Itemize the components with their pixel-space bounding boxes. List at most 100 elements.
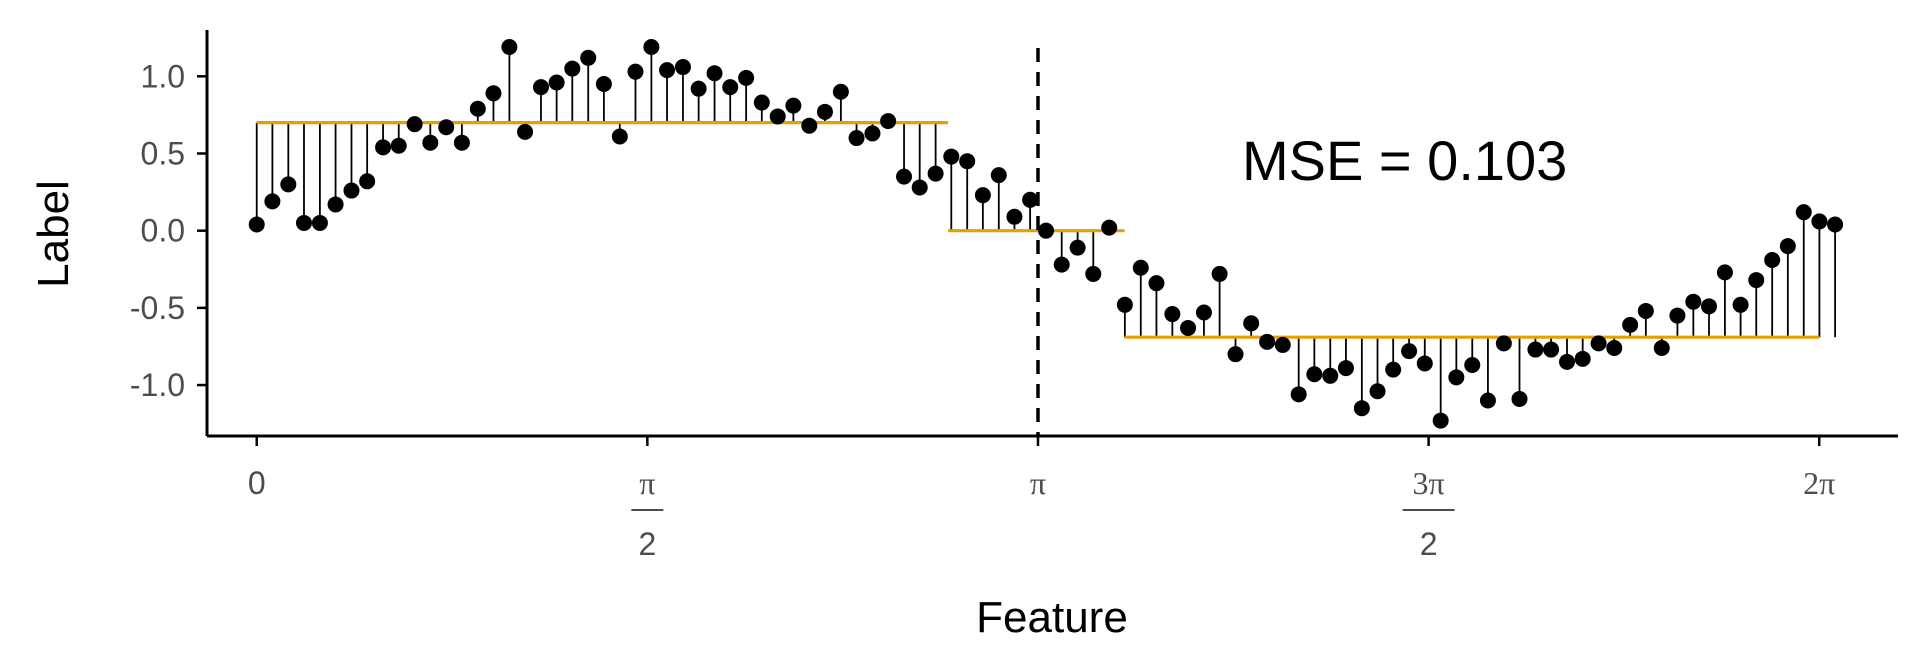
data-point [595,76,612,93]
x-tick-label-denominator: 2 [638,526,656,562]
x-tick-label: 2π [1803,465,1835,501]
data-point [832,83,849,100]
data-point [1559,353,1576,370]
data-point [990,167,1007,184]
x-tick-label: 0 [248,465,266,501]
x-tick-label-numerator: π [639,465,655,501]
data-point [1069,239,1086,256]
data-point [1227,346,1244,363]
data-point [1290,386,1307,403]
y-tick-label: -0.5 [130,290,185,326]
y-tick-label: 0.0 [141,213,185,249]
data-point [517,123,534,140]
plot-layer [248,38,1844,436]
data-point [1669,307,1686,324]
data-point [706,65,723,82]
data-point [1448,369,1465,386]
data-point [1164,306,1181,323]
data-point [674,59,691,76]
data-point [469,100,486,117]
y-tick-label: 0.5 [141,135,185,171]
data-point [1211,265,1228,282]
data-point [1180,319,1197,336]
data-point [959,153,976,170]
data-point [864,125,881,142]
data-point [1038,222,1055,239]
data-point [1053,256,1070,273]
data-point [343,182,360,199]
data-point [1353,400,1370,417]
data-point [1132,259,1149,276]
y-tick-label: -1.0 [130,367,185,403]
data-point [659,62,676,79]
data-point [1116,296,1133,313]
data-point [1685,293,1702,310]
data-point [1148,275,1165,292]
data-point [1653,340,1670,357]
data-point [1795,204,1812,221]
data-point [359,173,376,190]
data-point [738,69,755,86]
data-point [1495,335,1512,352]
data-point [390,137,407,154]
data-point [1259,333,1276,350]
data-point [422,134,439,151]
data-point [327,196,344,213]
x-tick-label: π [1030,465,1046,501]
data-point [880,113,897,130]
data-point [1101,219,1118,236]
data-point [311,214,328,231]
data-point [1606,340,1623,357]
data-point [1779,238,1796,255]
data-point [785,97,802,114]
data-point [1274,336,1291,353]
data-point [974,187,991,204]
data-point [753,94,770,111]
data-point [801,117,818,134]
data-point [438,119,455,136]
data-point [1590,335,1607,352]
data-point [564,60,581,77]
data-point [1622,316,1639,333]
y-tick-label: 1.0 [141,58,185,94]
y-axis-title: Label [29,180,78,288]
data-point [1716,264,1733,281]
x-axis-title: Feature [976,593,1128,642]
x-tick-label-denominator: 2 [1420,526,1438,562]
data-point [1811,213,1828,230]
data-point [1085,265,1102,282]
data-point [1006,208,1023,225]
data-point [943,148,960,165]
data-point [1243,315,1260,332]
data-point [453,134,470,151]
data-point [1527,341,1544,358]
data-point [1574,350,1591,367]
data-point [406,116,423,133]
data-point [627,63,644,80]
data-point [1479,392,1496,409]
data-point [1322,367,1339,384]
data-point [643,38,660,55]
data-point [580,49,597,66]
data-point [911,179,928,196]
data-point [1306,366,1323,383]
data-point [611,128,628,145]
data-point [1416,355,1433,372]
data-point [1732,296,1749,313]
data-point [1511,390,1528,407]
data-point [1637,302,1654,319]
data-point [1701,298,1718,315]
data-point [1827,216,1844,233]
data-point [532,79,549,96]
data-point [501,38,518,55]
data-point [1764,252,1781,269]
data-point [816,103,833,120]
data-point [264,193,281,210]
data-point [1432,412,1449,429]
data-point [485,85,502,102]
data-point [896,168,913,185]
data-point [769,108,786,125]
mse-annotation: MSE = 0.103 [1242,129,1567,192]
data-point [1022,191,1039,208]
